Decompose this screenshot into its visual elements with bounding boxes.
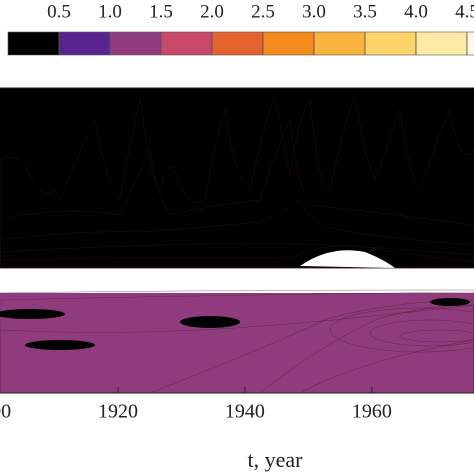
colorbar-tick-label: 2.5 bbox=[251, 1, 275, 22]
colorbar-tick-label: 1.5 bbox=[149, 1, 173, 22]
colorbar-box bbox=[364, 31, 417, 56]
contour-field bbox=[0, 88, 474, 393]
colorbar-tick-label: 2.0 bbox=[200, 1, 224, 22]
colorbar-tick-label: 4.0 bbox=[404, 1, 428, 22]
x-tick-label: 1940 bbox=[225, 401, 265, 423]
colorbar-box bbox=[415, 31, 468, 56]
x-tick-label: 1960 bbox=[352, 401, 392, 423]
colorbar-box bbox=[262, 31, 315, 56]
colorbar-box bbox=[160, 31, 213, 56]
colorbar-tick-label: 3.5 bbox=[353, 1, 377, 22]
colorbar-tick-label: 4.5 bbox=[455, 1, 474, 22]
x-tick-label: 1920 bbox=[98, 401, 138, 423]
colorbar-box bbox=[58, 31, 111, 56]
colorbar-box bbox=[313, 31, 366, 56]
colorbar-tick-label: 3.0 bbox=[302, 1, 326, 22]
colorbar-tick-label: 0.5 bbox=[47, 1, 71, 22]
colorbar-box bbox=[109, 31, 162, 56]
colorbar-box bbox=[466, 31, 474, 56]
colorbar-box bbox=[7, 31, 60, 56]
x-axis-label: t, year bbox=[248, 447, 304, 472]
colorbar-tick-label: 1.0 bbox=[98, 1, 122, 22]
x-tick-label: 1900 bbox=[0, 401, 11, 423]
colorbar-box bbox=[211, 31, 264, 56]
